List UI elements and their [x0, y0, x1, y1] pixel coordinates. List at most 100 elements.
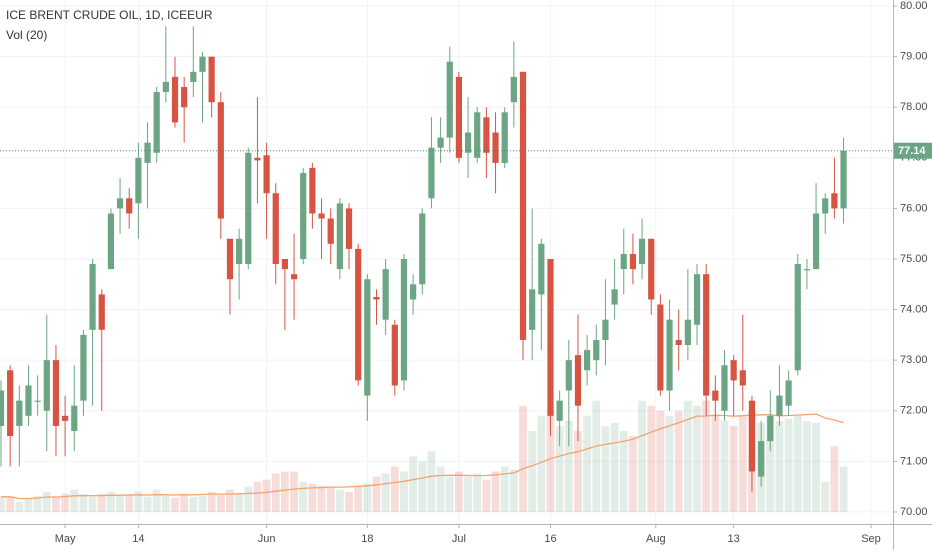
volume-bar: [409, 456, 418, 512]
volume-bar: [574, 431, 582, 512]
volume-bar: [711, 415, 720, 512]
volume-bar: [610, 422, 619, 512]
candle-body: [309, 167, 316, 214]
volume-bar: [262, 479, 271, 512]
candle-body: [776, 395, 783, 416]
volume-bar: [253, 481, 262, 512]
y-tick-label: 71.00: [900, 455, 928, 467]
candle-body: [16, 400, 23, 426]
volume-bar: [345, 491, 353, 512]
x-tick-label: 14: [132, 533, 144, 545]
candle-body: [693, 274, 701, 325]
candle-body: [281, 259, 289, 270]
candle-body: [556, 400, 563, 421]
candle-body: [300, 173, 307, 259]
volume-bar: [317, 485, 326, 512]
volume-bar: [803, 420, 811, 512]
candle-body: [474, 112, 481, 158]
candle-body: [345, 208, 353, 249]
volume-bar: [564, 420, 573, 512]
candle-body: [748, 400, 756, 472]
candle-body: [254, 157, 261, 161]
volume-bar: [70, 489, 79, 512]
volume-bar: [638, 400, 646, 512]
candle-body: [703, 274, 710, 396]
volume-bar: [509, 469, 518, 512]
candle-body: [126, 198, 133, 214]
volume-bar: [491, 471, 500, 512]
volume-bar: [473, 473, 482, 512]
candle-body: [171, 76, 179, 123]
volume-bar: [821, 481, 830, 512]
volume-bar: [171, 497, 179, 512]
candle-body: [547, 259, 554, 416]
candle-body: [730, 360, 737, 381]
y-tick-label: 79.00: [900, 51, 928, 63]
candle-body: [657, 304, 664, 391]
candle-body: [721, 365, 728, 411]
candle-body: [785, 380, 792, 406]
candle-body: [25, 385, 32, 416]
volume-bar: [445, 476, 454, 512]
volume-bar: [766, 415, 775, 512]
candle-body: [794, 264, 801, 371]
candle-body: [684, 319, 691, 345]
candle-body: [739, 370, 746, 386]
volume-bar: [702, 400, 711, 512]
volume-bar: [537, 415, 546, 512]
volume-bar: [629, 436, 637, 512]
candle-body: [116, 198, 124, 209]
candle-body: [629, 253, 637, 270]
candle-body: [80, 334, 87, 401]
candle-body: [364, 279, 371, 396]
volume-bar: [24, 498, 33, 512]
x-tick-label: Aug: [646, 533, 666, 545]
volume-bar: [42, 491, 51, 512]
volume-bar: [290, 471, 298, 512]
volume-bar: [15, 501, 24, 512]
volume-bar: [6, 496, 15, 512]
volume-bar: [79, 493, 88, 512]
volume-bar: [683, 400, 692, 512]
volume-bar: [592, 400, 601, 512]
volume-bar: [674, 410, 683, 512]
candle-body: [355, 248, 362, 381]
candle-body: [107, 213, 115, 270]
x-tick-label: Sep: [861, 533, 881, 545]
candle-body: [236, 238, 243, 265]
volume-bar: [207, 491, 216, 512]
candle-body: [272, 193, 279, 265]
candle-body: [373, 296, 380, 300]
x-tick-label: 16: [544, 533, 556, 545]
volume-bar: [647, 405, 656, 512]
volume-bar: [271, 473, 280, 512]
volume-bar: [235, 493, 244, 512]
candle-body: [464, 132, 472, 153]
volume-bar: [0, 496, 5, 512]
volume-bar: [784, 418, 793, 512]
candle-body: [89, 264, 96, 330]
volume-ma: [1, 413, 844, 500]
volume-bar: [601, 425, 610, 512]
y-tick-label: 78.00: [900, 101, 928, 113]
candle-body: [812, 213, 820, 270]
candle-body: [290, 274, 298, 280]
candle-body: [492, 132, 499, 163]
volume-bar: [354, 486, 363, 512]
candle-body: [181, 87, 188, 108]
candle-body: [135, 157, 142, 204]
volume-bar: [161, 495, 170, 512]
y-tick-label: 72.00: [900, 405, 928, 417]
candle-body: [318, 213, 325, 219]
y-tick-label: 74.00: [900, 303, 928, 315]
candle-body: [199, 56, 206, 72]
last-price-label: 77.14: [898, 145, 926, 157]
candle-body: [529, 289, 536, 330]
last-price-box: [894, 142, 932, 159]
indicator-label: Vol (20): [6, 28, 47, 42]
candle-body: [400, 259, 408, 381]
candle-body: [822, 198, 829, 214]
volume-bar: [738, 415, 747, 512]
y-tick-label: 80.00: [900, 0, 928, 12]
